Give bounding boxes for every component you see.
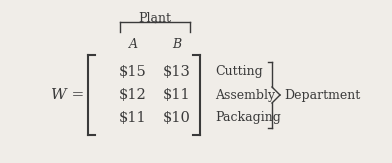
Text: $13: $13 <box>163 65 191 79</box>
Text: Department: Department <box>284 89 360 102</box>
Text: $11: $11 <box>119 111 147 125</box>
Text: A: A <box>129 38 138 51</box>
Text: Cutting: Cutting <box>215 66 263 79</box>
Text: $11: $11 <box>163 88 191 102</box>
Text: $10: $10 <box>163 111 191 125</box>
Text: Packaging: Packaging <box>215 111 281 125</box>
Text: $12: $12 <box>119 88 147 102</box>
Text: Assembly: Assembly <box>215 89 275 102</box>
Text: Plant: Plant <box>138 12 171 25</box>
Text: B: B <box>172 38 181 51</box>
Text: W =: W = <box>51 88 85 102</box>
Text: $15: $15 <box>119 65 147 79</box>
